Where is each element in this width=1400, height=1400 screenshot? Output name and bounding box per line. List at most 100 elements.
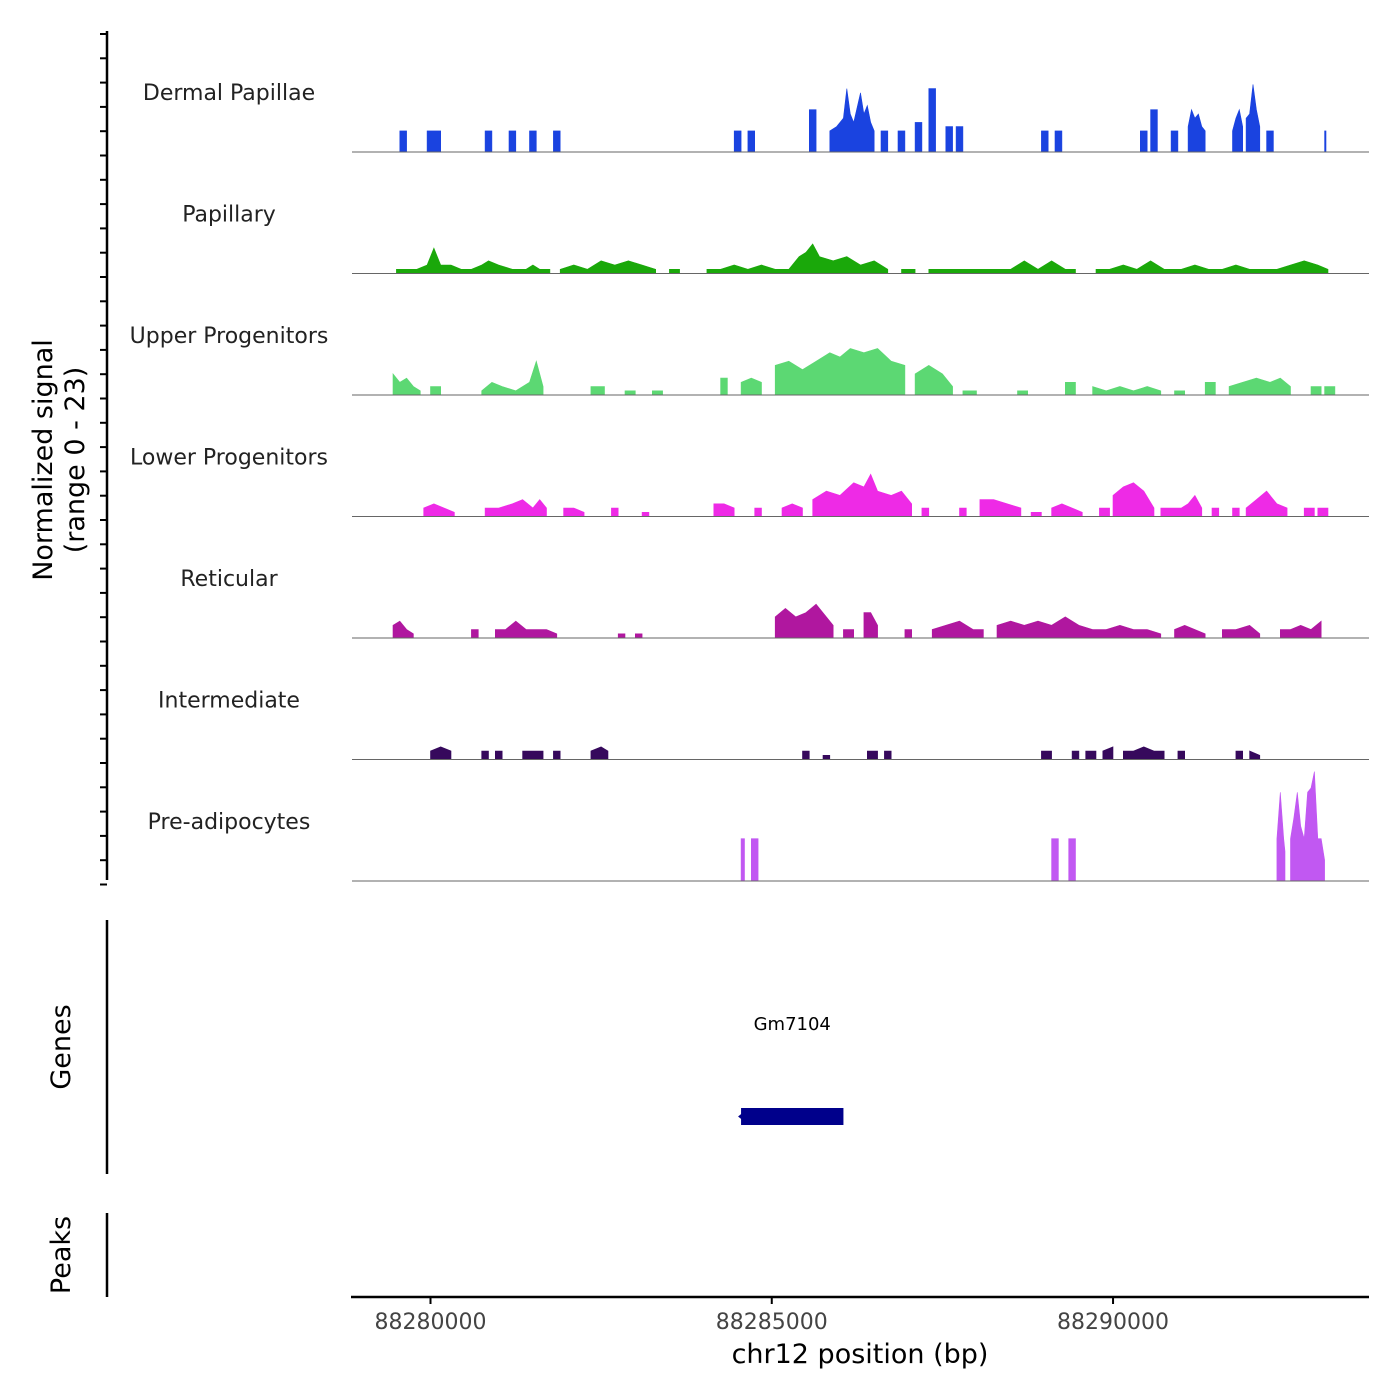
coverage-area	[1245, 84, 1261, 153]
coverage-area	[1174, 390, 1185, 396]
track-pre-adipocytes: Pre-adipocytes	[148, 771, 1369, 882]
coverage-area	[484, 130, 493, 153]
coverage-area	[396, 247, 551, 274]
coverage-area	[1232, 108, 1243, 153]
coverage-area	[754, 507, 762, 517]
coverage-area	[829, 88, 875, 153]
coverage-area	[423, 503, 455, 517]
coverage-area	[1041, 750, 1052, 760]
coverage-area	[781, 503, 803, 517]
coverage-area	[430, 386, 441, 396]
track-papillary: Papillary	[182, 203, 1369, 274]
coverage-area	[1160, 494, 1203, 517]
coverage-area	[802, 750, 810, 760]
coverage-area	[1204, 382, 1216, 396]
coverage-area	[669, 269, 680, 274]
track-reticular: Reticular	[180, 567, 1369, 639]
coverage-area	[508, 130, 517, 153]
coverage-area	[399, 130, 407, 153]
coverage-area	[1051, 503, 1083, 517]
coverage-area	[1232, 507, 1240, 517]
coverage-area	[1303, 507, 1315, 517]
coverage-area	[945, 126, 953, 153]
coverage-area	[959, 507, 967, 517]
coverage-area	[897, 130, 906, 153]
coverage-area	[904, 629, 912, 639]
coverage-area	[495, 620, 558, 639]
y-axis-label-line1: Normalized signal	[28, 339, 59, 581]
coverage-area	[931, 620, 984, 639]
coverage-area	[774, 348, 906, 396]
coverage-area	[1249, 750, 1261, 760]
track-lower-progenitors: Lower Progenitors	[130, 446, 1369, 517]
coverage-area	[1092, 386, 1162, 396]
x-tick-label: 88280000	[375, 1310, 487, 1335]
coverage-area	[822, 755, 831, 760]
coverage-area	[921, 507, 930, 517]
coverage-area	[740, 838, 745, 882]
coverage-area	[774, 603, 834, 639]
coverage-area	[740, 377, 762, 396]
coverage-area	[843, 629, 854, 639]
coverage-area	[809, 109, 817, 153]
coverage-area	[1280, 620, 1322, 639]
coverage-area	[1187, 108, 1206, 153]
track-label: Intermediate	[158, 689, 300, 714]
track-upper-progenitors: Upper Progenitors	[130, 324, 1369, 396]
coverage-area	[1140, 130, 1148, 153]
coverage-area	[1123, 746, 1165, 760]
x-tick-label: 88285000	[716, 1310, 828, 1335]
coverage-area	[1041, 130, 1049, 153]
coverage-y-axis	[100, 31, 109, 886]
gene-strand-arrow	[738, 1112, 744, 1121]
gene-body	[741, 1108, 844, 1125]
coverage-area	[747, 130, 755, 153]
coverage-area	[481, 360, 544, 396]
coverage-area	[481, 750, 489, 760]
coverage-area	[1324, 386, 1336, 396]
track-dermal-papillae: Dermal Papillae	[143, 81, 1369, 153]
coverage-area	[720, 377, 728, 396]
coverage-area	[713, 503, 735, 517]
x-axis-label: chr12 position (bp)	[732, 1339, 989, 1370]
coverage-area	[706, 243, 889, 274]
coverage-area	[1276, 792, 1286, 882]
coverage-area	[590, 746, 609, 760]
coverage-tracks: Dermal Papillae Papillary Upper Progenitor…	[130, 81, 1369, 882]
coverage-area	[392, 620, 414, 639]
coverage-area	[1228, 377, 1291, 396]
x-axis-ticks: 88280000 88285000 88290000	[375, 1297, 1169, 1335]
track-label: Papillary	[182, 203, 276, 228]
coverage-area	[863, 612, 878, 639]
coverage-area	[962, 390, 977, 396]
coverage-area	[611, 507, 619, 517]
coverage-area	[1054, 130, 1063, 153]
gene-label: Gm7104	[754, 1014, 831, 1035]
coverage-area	[914, 365, 953, 396]
coverage-area	[914, 122, 923, 153]
coverage-area	[392, 373, 421, 396]
coverage-area	[1030, 511, 1042, 517]
coverage-area	[559, 260, 656, 274]
coverage-area	[880, 130, 889, 153]
coverage-area	[1112, 482, 1155, 517]
coverage-area	[1266, 130, 1274, 153]
track-label: Dermal Papillae	[143, 81, 315, 106]
coverage-area	[812, 473, 912, 517]
coverage-area	[1102, 746, 1114, 760]
coverage-area	[553, 750, 561, 760]
coverage-area	[1222, 624, 1261, 639]
coverage-area	[563, 507, 585, 517]
coverage-area	[996, 616, 1162, 639]
coverage-area	[495, 750, 503, 760]
coverage-area	[484, 499, 547, 517]
coverage-area	[1235, 750, 1243, 760]
coverage-area	[617, 633, 626, 639]
coverage-area	[928, 88, 936, 153]
x-tick-label: 88290000	[1057, 1310, 1169, 1335]
coverage-area	[1170, 130, 1179, 153]
coverage-area	[751, 838, 759, 882]
peaks-axis-label: Peaks	[46, 1216, 77, 1294]
coverage-area	[1099, 507, 1110, 517]
